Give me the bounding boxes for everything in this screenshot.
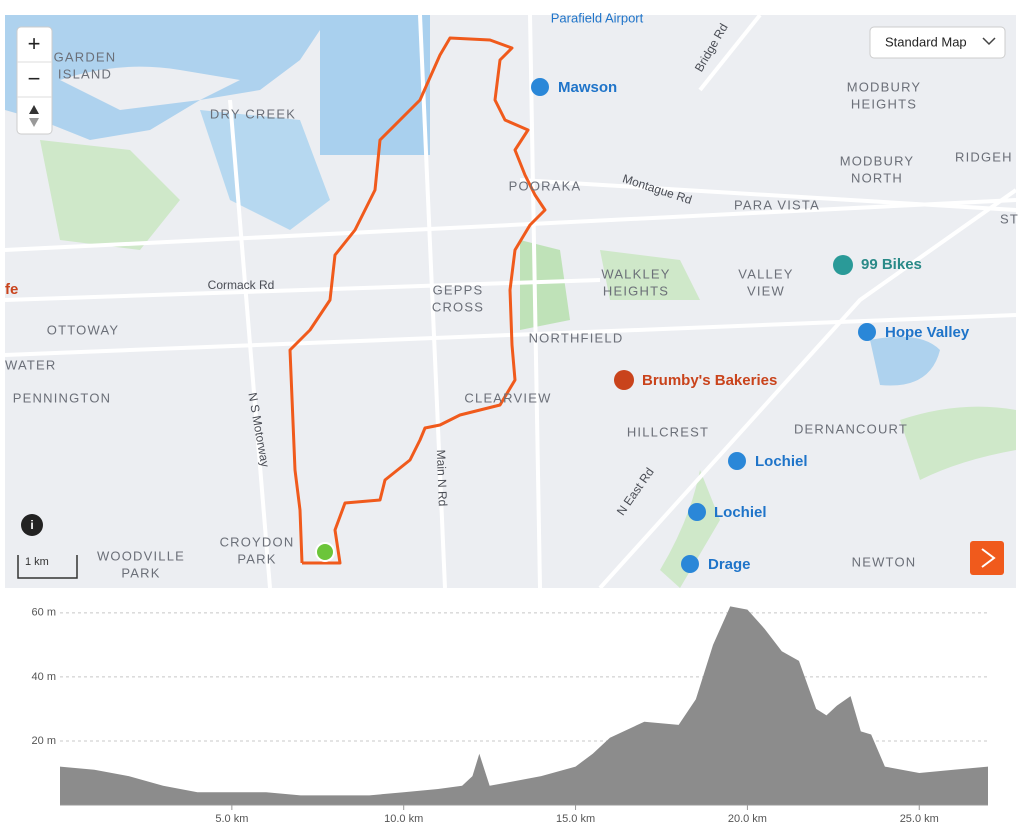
y-tick-label: 60 m	[32, 607, 56, 619]
map-label: HEIGHTS	[603, 283, 669, 298]
map-label: CROYDON	[220, 534, 295, 549]
poi-label: 99 Bikes	[861, 256, 922, 273]
map-label: HILLCREST	[627, 424, 709, 439]
y-tick-label: 40 m	[32, 671, 56, 683]
map-labels: Parafield Airport GARDEN ISLAND DRY CREE…	[5, 10, 1019, 580]
map-label: ISLAND	[58, 66, 112, 81]
x-tick-label: 5.0 km	[215, 813, 248, 825]
zoom-out-button[interactable]: −	[28, 66, 41, 91]
map-label: Parafield Airport	[551, 10, 644, 25]
map-label: MODBURY	[840, 153, 915, 168]
map-label: WALKLEY	[601, 266, 670, 281]
scale-label: 1 km	[25, 556, 49, 568]
x-tick-label: 20.0 km	[728, 813, 767, 825]
poi-label: Lochiel	[714, 504, 767, 521]
map-style-label[interactable]: Standard Map	[885, 34, 967, 49]
map-label: HEIGHTS	[851, 96, 917, 111]
map-label: ST	[1000, 211, 1019, 226]
zoom-control: + −	[16, 26, 53, 135]
x-tick-label: 10.0 km	[384, 813, 423, 825]
map-label: NORTHFIELD	[529, 330, 624, 345]
x-tick-label: 15.0 km	[556, 813, 595, 825]
map-style-dropdown[interactable]: Standard Map	[869, 26, 1006, 59]
map-label: NEWTON	[852, 554, 917, 569]
poi-label: Drage	[708, 556, 751, 573]
map-label: CLEARVIEW	[464, 390, 551, 405]
compass-button[interactable]	[29, 105, 39, 114]
elevation-area	[60, 606, 988, 805]
poi-label: Lochiel	[755, 453, 808, 470]
poi-label: Mawson	[558, 79, 617, 96]
map-label: VIEW	[747, 283, 785, 298]
map-label: PENNINGTON	[13, 390, 111, 405]
zoom-in-button[interactable]: +	[28, 31, 41, 56]
scale-bar: 1 km	[17, 555, 78, 579]
poi-label: Hope Valley	[885, 324, 970, 341]
map-label: VALLEY	[738, 266, 793, 281]
elevation-chart: 20 m 40 m 60 m 5.0 km 10.0 km 15.0 km 20.0 km 2…	[32, 606, 988, 825]
map-label: WOODVILLE	[97, 548, 185, 563]
info-icon: i	[30, 518, 33, 532]
map-label: RIDGEH	[955, 149, 1013, 164]
poi-label: Brumby's Bakeries	[642, 372, 777, 389]
map-label: GEPPS	[433, 282, 484, 297]
map-label: PARA VISTA	[734, 197, 820, 212]
map	[4, 13, 1018, 590]
info-button[interactable]	[21, 514, 43, 536]
road-label: Cormack Rd	[208, 278, 275, 292]
map-label: PARK	[121, 565, 160, 580]
play-button[interactable]	[970, 541, 1004, 575]
x-tick-label: 25.0 km	[900, 813, 939, 825]
map-label: MODBURY	[847, 79, 922, 94]
map-label: WATER	[5, 357, 57, 372]
map-label: OTTOWAY	[47, 322, 119, 337]
map-label: PARK	[237, 551, 276, 566]
map-label: POORAKA	[509, 178, 582, 193]
map-label: GARDEN	[54, 49, 117, 64]
map-label: CROSS	[432, 299, 484, 314]
poi-label: fe	[5, 281, 18, 298]
map-label: NORTH	[851, 170, 903, 185]
y-tick-label: 20 m	[32, 735, 56, 747]
road-label: Main N Rd	[434, 449, 450, 506]
map-label: DRY CREEK	[210, 106, 296, 121]
map-label: DERNANCOURT	[794, 421, 908, 436]
